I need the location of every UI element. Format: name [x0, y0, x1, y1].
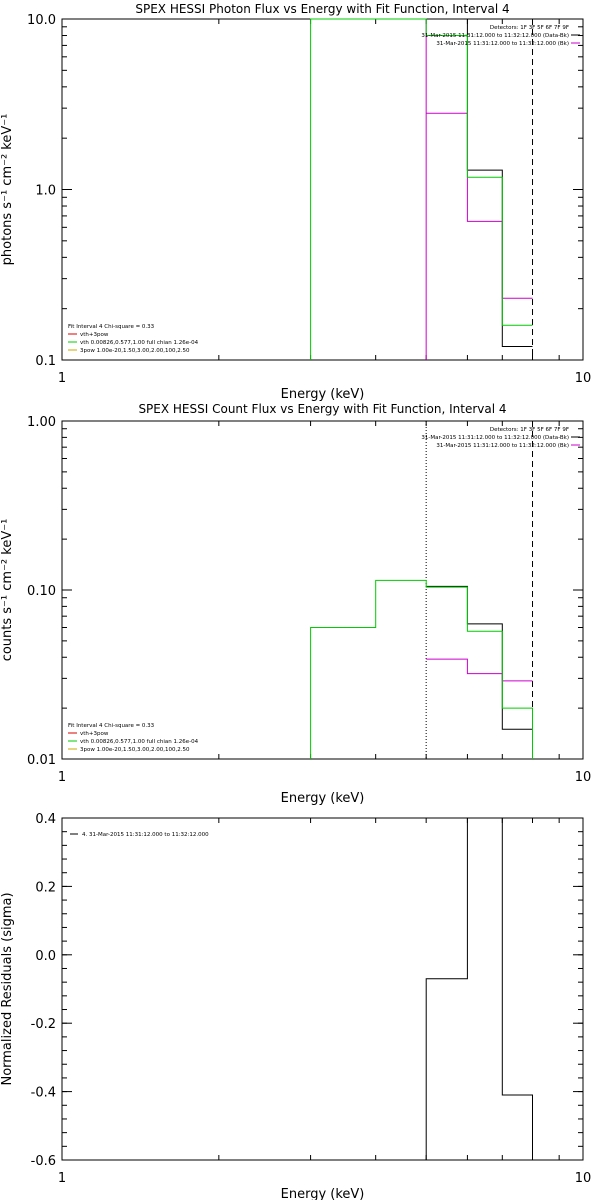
- x-tick-label: 1: [58, 371, 66, 386]
- series-line: [426, 18, 533, 347]
- chart-panel-1: SPEX HESSI Photon Flux vs Energy with Fi…: [0, 2, 591, 402]
- y-tick-label: 0.0: [35, 949, 56, 964]
- legend-text: vth+3pow: [80, 731, 109, 737]
- series-line: [426, 658, 533, 682]
- y-tick-label: 1.00: [27, 415, 56, 430]
- legend-text: 3pow 1.00e-20,1.50,3.00,2.00,100,2.50: [80, 348, 190, 354]
- x-tick-label: 10: [575, 371, 592, 386]
- legend-text: 31-Mar-2015 11:31:12.000 to 11:32:12.000…: [436, 443, 569, 449]
- chart-title: SPEX HESSI Count Flux vs Energy with Fit…: [138, 402, 506, 416]
- y-tick-label: 0.2: [35, 880, 56, 895]
- y-tick-label: -0.2: [31, 1017, 56, 1032]
- legend-text: Detectors: 1F 3F 5F 6F 7F 9F: [490, 25, 569, 31]
- series-line: [426, 585, 533, 730]
- x-axis-label: Energy (keV): [281, 791, 365, 806]
- chart-title: SPEX HESSI Photon Flux vs Energy with Fi…: [135, 2, 509, 16]
- legend-text: 31-Mar-2015 11:31:12.000 to 11:32:12.000…: [421, 435, 569, 441]
- legend-text: vth 0.00826,0.577,1.00 full chian 1.26e-…: [80, 739, 199, 745]
- series-line: [310, 18, 533, 360]
- y-tick-label: 0.10: [27, 584, 56, 599]
- chart-panel-2: SPEX HESSI Count Flux vs Energy with Fit…: [0, 402, 591, 806]
- plot-frame: [61, 817, 584, 1161]
- x-axis-label: Energy (keV): [281, 387, 365, 402]
- plot-frame: [61, 18, 584, 361]
- y-tick-label: 10.0: [27, 13, 56, 28]
- x-tick-label: 1: [58, 1171, 66, 1186]
- legend-text: 3pow 1.00e-20,1.50,3.00,2.00,100,2.50: [80, 747, 190, 753]
- legend-text: vth+3pow: [80, 332, 109, 338]
- x-tick-label: 10: [575, 1171, 592, 1186]
- x-tick-label: 1: [58, 770, 66, 785]
- y-tick-label: 1.0: [35, 184, 56, 199]
- legend-text: Fit Interval 4 Chi-square = 0.33: [68, 324, 155, 330]
- series-line: [425, 817, 533, 1160]
- legend-text: 31-Mar-2015 11:31:12.000 to 11:32:12.000…: [421, 33, 569, 39]
- legend-text: Detectors: 1F 3F 5F 6F 7F 9F: [490, 427, 569, 433]
- y-tick-label: 0.4: [35, 812, 56, 827]
- y-tick-label: -0.6: [31, 1154, 56, 1169]
- series-line: [310, 579, 533, 759]
- legend-text: 4. 31-Mar-2015 11:31:12.000 to 11:32:12.…: [82, 832, 209, 838]
- y-axis-label: Normalized Residuals (sigma): [0, 892, 15, 1085]
- y-axis-label: photons s⁻¹ cm⁻² keV⁻¹: [0, 114, 15, 266]
- series-line: [426, 112, 533, 299]
- x-tick-label: 10: [575, 770, 592, 785]
- legend-text: Fit Interval 4 Chi-square = 0.33: [68, 723, 155, 729]
- chart-panel-3: 1 10 0.4 0.2 0.0 -0.2 -0.4 -0.6 Energy (keV) Norm…: [0, 812, 591, 1200]
- x-axis-label: Energy (keV): [281, 1187, 365, 1200]
- y-tick-label: -0.4: [31, 1086, 56, 1101]
- legend-text: vth 0.00826,0.577,1.00 full chian 1.26e-…: [80, 340, 199, 346]
- y-axis-label: counts s⁻¹ cm⁻² keV⁻¹: [0, 519, 15, 662]
- y-tick-label: 0.1: [35, 354, 56, 369]
- legend-text: 31-Mar-2015 11:31:12.000 to 11:32:12.000…: [436, 41, 569, 47]
- y-tick-label: 0.01: [27, 753, 56, 768]
